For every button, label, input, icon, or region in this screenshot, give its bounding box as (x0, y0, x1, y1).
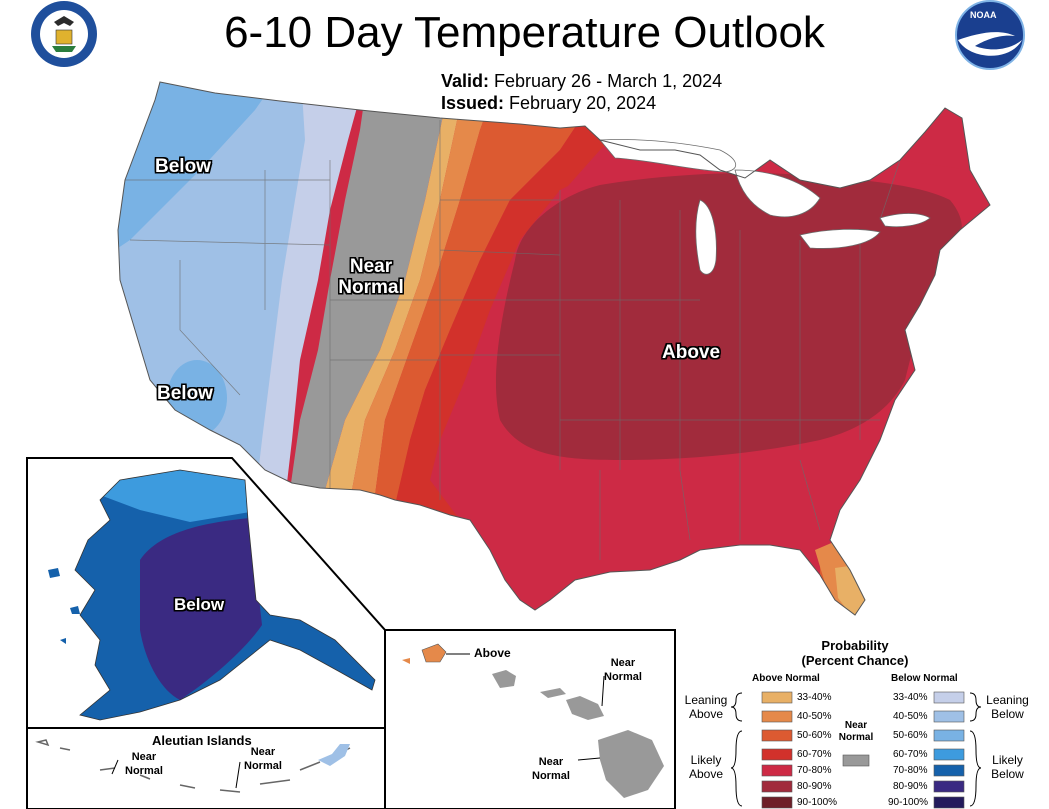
aleutian-near-normal-2-line2: Normal (244, 760, 282, 772)
legend-near-normal-line1: Near (844, 720, 868, 731)
hawaii-near-normal-2-line2: Normal (532, 770, 570, 782)
legend-below-label-0: 33-40% (893, 692, 928, 703)
aleutian-inset (26, 727, 386, 809)
label-near-normal: Near Normal (331, 256, 411, 298)
swatch-below-70-80 (933, 764, 965, 777)
issued-value: February 20, 2024 (509, 93, 657, 113)
legend-above-label-4: 70-80% (797, 765, 832, 776)
swatch-above-60-70 (761, 748, 793, 761)
hawaii-near-normal-2-line1: Near (538, 756, 564, 768)
legend-leaning-below-line1: Leaning (986, 693, 1029, 707)
aleutian-near-normal-1-line2: Normal (125, 765, 163, 777)
swatch-below-80-90 (933, 780, 965, 793)
valid-row: Valid: February 26 - March 1, 2024 (441, 70, 722, 92)
legend-braces (730, 692, 982, 807)
label-below-southwest: Below (157, 383, 213, 404)
legend-above-label-0: 33-40% (797, 692, 832, 703)
noaa-logo-text: NOAA (970, 10, 997, 20)
legend-title-line1: Probability (821, 638, 889, 653)
hawaii-near-normal-1: Near Normal (604, 656, 642, 684)
legend-leaning-below-line2: Below (991, 707, 1024, 721)
legend-likely-below-line2: Below (991, 767, 1024, 781)
legend-leaning-above-line1: Leaning (684, 693, 728, 707)
hawaii-near-normal-1-line2: Normal (604, 671, 642, 683)
label-near-normal-line2: Normal (338, 277, 404, 298)
page-title: 6-10 Day Temperature Outlook (224, 8, 825, 57)
label-alaska-below: Below (174, 595, 225, 614)
legend-likely-above-line2: Above (688, 767, 724, 781)
legend-swatches (761, 691, 965, 809)
swatch-above-80-90 (761, 780, 793, 793)
legend-title: Probability (Percent Chance) (780, 638, 930, 668)
legend-below-label-1: 40-50% (893, 711, 928, 722)
hawaii-near-normal-2: Near Normal (532, 755, 570, 783)
legend-title-line2: (Percent Chance) (801, 653, 909, 668)
legend-above-label-3: 60-70% (797, 749, 832, 760)
swatch-above-33-40 (761, 691, 793, 704)
legend-below-label-5: 80-90% (893, 781, 928, 792)
great-lakes (599, 139, 931, 275)
aleutian-near-normal-1: Near Normal (125, 750, 163, 778)
hawaii-near-normal-1-line1: Near (610, 657, 636, 669)
swatch-near-normal (842, 754, 870, 767)
swatch-above-90-100 (761, 796, 793, 809)
issued-row: Issued: February 20, 2024 (441, 92, 722, 114)
swatch-above-50-60 (761, 729, 793, 742)
legend-near-normal: Near Normal (835, 720, 877, 744)
legend-below-header: Below Normal (891, 673, 958, 684)
legend-leaning-above-line2: Above (688, 707, 724, 721)
legend-likely-below: Likely Below (980, 753, 1035, 781)
legend-above-header: Above Normal (752, 673, 820, 684)
legend-leaning-above: Leaning Above (680, 693, 732, 721)
aleutian-title: Aleutian Islands (152, 733, 252, 748)
noaa-logo-icon (955, 0, 1025, 70)
legend-above-label-6: 90-100% (797, 797, 838, 808)
swatch-below-90-100 (933, 796, 965, 809)
valid-value: February 26 - March 1, 2024 (494, 71, 723, 91)
swatch-above-40-50 (761, 710, 793, 723)
hawaii-inset (384, 629, 676, 809)
issued-label: Issued: (441, 93, 505, 113)
swatch-above-70-80 (761, 764, 793, 777)
swatch-below-33-40 (933, 691, 965, 704)
label-near-normal-line1: Near (349, 256, 393, 277)
legend-below-label-4: 70-80% (893, 765, 928, 776)
swatch-below-40-50 (933, 710, 965, 723)
legend-likely-above-line1: Likely (690, 753, 722, 767)
legend-below-label-6: 90-100% (888, 797, 929, 808)
swatch-below-50-60 (933, 729, 965, 742)
label-above: Above (662, 342, 721, 363)
legend-likely-below-line1: Likely (992, 753, 1023, 767)
aleutian-near-normal-1-line1: Near (131, 751, 157, 763)
aleutian-near-normal-2: Near Normal (244, 745, 282, 773)
legend-above-label-1: 40-50% (797, 711, 832, 722)
aleutian-near-normal-2-line1: Near (250, 746, 276, 758)
legend-above-label-2: 50-60% (797, 730, 832, 741)
commerce-seal-icon (31, 1, 97, 67)
label-below-northwest: Below (155, 156, 211, 177)
legend-likely-above: Likely Above (680, 753, 732, 781)
hawaii-above-label: Above (474, 646, 511, 660)
valid-label: Valid: (441, 71, 490, 91)
legend-leaning-below: Leaning Below (980, 693, 1035, 721)
legend-below-label-3: 60-70% (893, 749, 928, 760)
legend-above-label-5: 80-90% (797, 781, 832, 792)
swatch-below-60-70 (933, 748, 965, 761)
date-block: Valid: February 26 - March 1, 2024 Issue… (441, 70, 722, 114)
legend-near-normal-line2: Normal (838, 732, 874, 743)
legend-below-label-2: 50-60% (893, 730, 928, 741)
